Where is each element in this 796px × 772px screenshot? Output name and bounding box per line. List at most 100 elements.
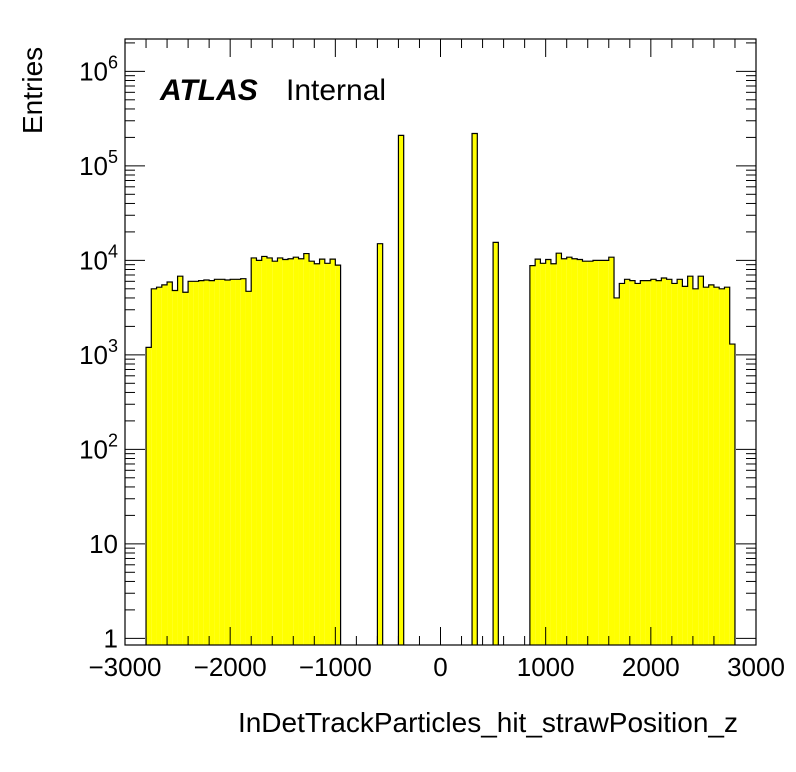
histogram-bar (293, 257, 299, 645)
x-tick-label: −3000 (88, 652, 161, 682)
histogram-bar (724, 287, 730, 645)
histogram-bar (635, 283, 641, 645)
histogram-bar (703, 287, 709, 645)
histogram-bar (571, 258, 578, 645)
histogram-bar (151, 288, 157, 645)
histogram-outline (529, 252, 736, 645)
histogram-bar (303, 253, 310, 645)
histogram-outline (145, 252, 342, 645)
x-tick-label: −2000 (194, 652, 267, 682)
histogram-bar (188, 281, 194, 645)
histogram-bar (167, 282, 173, 645)
y-tick-label: 102 (79, 430, 118, 464)
histogram-bar (398, 135, 404, 645)
internal-label: Internal (286, 74, 386, 107)
histogram-bar (230, 279, 236, 645)
atlas-label: ATLAS (159, 74, 258, 107)
histogram-bar (582, 261, 588, 645)
x-tick-label: 1000 (517, 652, 575, 682)
histogram-bars (145, 132, 736, 646)
histogram-bar (261, 256, 267, 645)
histogram-bar (671, 283, 678, 645)
histogram-bar (656, 280, 662, 645)
histogram-bar (561, 258, 567, 645)
histogram-bar (587, 261, 593, 645)
axis-ticks (124, 39, 757, 645)
x-tick-label: 3000 (727, 652, 785, 682)
histogram-bar (687, 276, 693, 645)
histogram-bar (219, 279, 225, 645)
histogram-bar (256, 260, 262, 645)
histogram-bar (298, 258, 304, 645)
histogram-bar (335, 265, 341, 645)
histogram-bar (677, 279, 683, 645)
histogram-bar (650, 279, 657, 645)
y-tick-label: 106 (79, 52, 118, 86)
histogram-bar (603, 260, 609, 645)
histogram-bar (214, 279, 220, 645)
histogram-bar (698, 276, 704, 645)
histogram-bar (540, 263, 546, 645)
histogram-bar (682, 286, 688, 645)
histogram-bar (266, 257, 273, 645)
histogram-bar (240, 278, 246, 645)
histogram-bar (198, 280, 204, 645)
histogram-outline (471, 132, 478, 645)
histogram-bar (177, 276, 183, 645)
histogram-bar (566, 257, 572, 645)
histogram-bar (556, 253, 562, 646)
x-tick-label: 2000 (622, 652, 680, 682)
histogram-bar (156, 287, 162, 645)
x-tick-label: −1000 (299, 652, 372, 682)
histogram-bar (577, 259, 583, 645)
histogram-bar (708, 284, 714, 645)
y-tick-label: 105 (79, 147, 118, 181)
histogram-bar (319, 259, 325, 645)
histogram-bar (203, 279, 210, 645)
x-axis-title: InDetTrackParticles_hit_strawPosition_z (238, 707, 738, 738)
histogram-bar (608, 257, 615, 645)
histogram-bar (493, 242, 499, 645)
histogram-bar (277, 257, 283, 645)
histogram-bar (282, 259, 289, 645)
y-tick-label: 10 (89, 529, 118, 559)
histogram-bar (535, 259, 541, 645)
histogram-bar (472, 133, 478, 646)
histogram-bar (324, 263, 331, 645)
y-tick-label: 1 (104, 623, 118, 653)
histogram-bar (645, 280, 651, 645)
histogram-bar (692, 288, 699, 645)
histogram-bar (182, 292, 189, 645)
x-tick-labels: −3000 −2000 −1000 0 1000 2000 3000 (88, 652, 784, 682)
histogram-bar (245, 291, 252, 645)
histogram-bar (314, 263, 320, 645)
histogram-bar (288, 258, 294, 645)
histogram-outline (376, 243, 384, 645)
histogram-bar (729, 344, 735, 645)
histogram-bar (592, 260, 599, 645)
histogram-bar (377, 243, 383, 646)
histogram-bar (619, 283, 625, 645)
histogram-bar (719, 288, 725, 645)
histogram-bar (272, 261, 278, 645)
histogram-bar (529, 265, 536, 645)
y-tick-labels: 1 10 102 103 104 105 106 (79, 52, 118, 653)
histogram-bar (614, 297, 620, 645)
histogram-outline (492, 241, 499, 645)
histogram-bar (224, 279, 231, 645)
histogram-outline (397, 134, 405, 645)
histogram-bar (309, 261, 315, 645)
histogram-bar (640, 280, 646, 645)
y-axis-title: Entries (17, 47, 48, 134)
histogram-bar (209, 280, 215, 645)
histogram-bar (172, 290, 178, 645)
histogram-bar (624, 279, 630, 645)
y-tick-label: 104 (79, 241, 118, 275)
histogram-bar (161, 284, 168, 645)
y-tick-label: 103 (79, 336, 118, 370)
histogram-bar (713, 287, 720, 645)
histogram-bar (545, 259, 551, 645)
histogram-bar (251, 257, 257, 645)
histogram-bar (330, 259, 336, 645)
